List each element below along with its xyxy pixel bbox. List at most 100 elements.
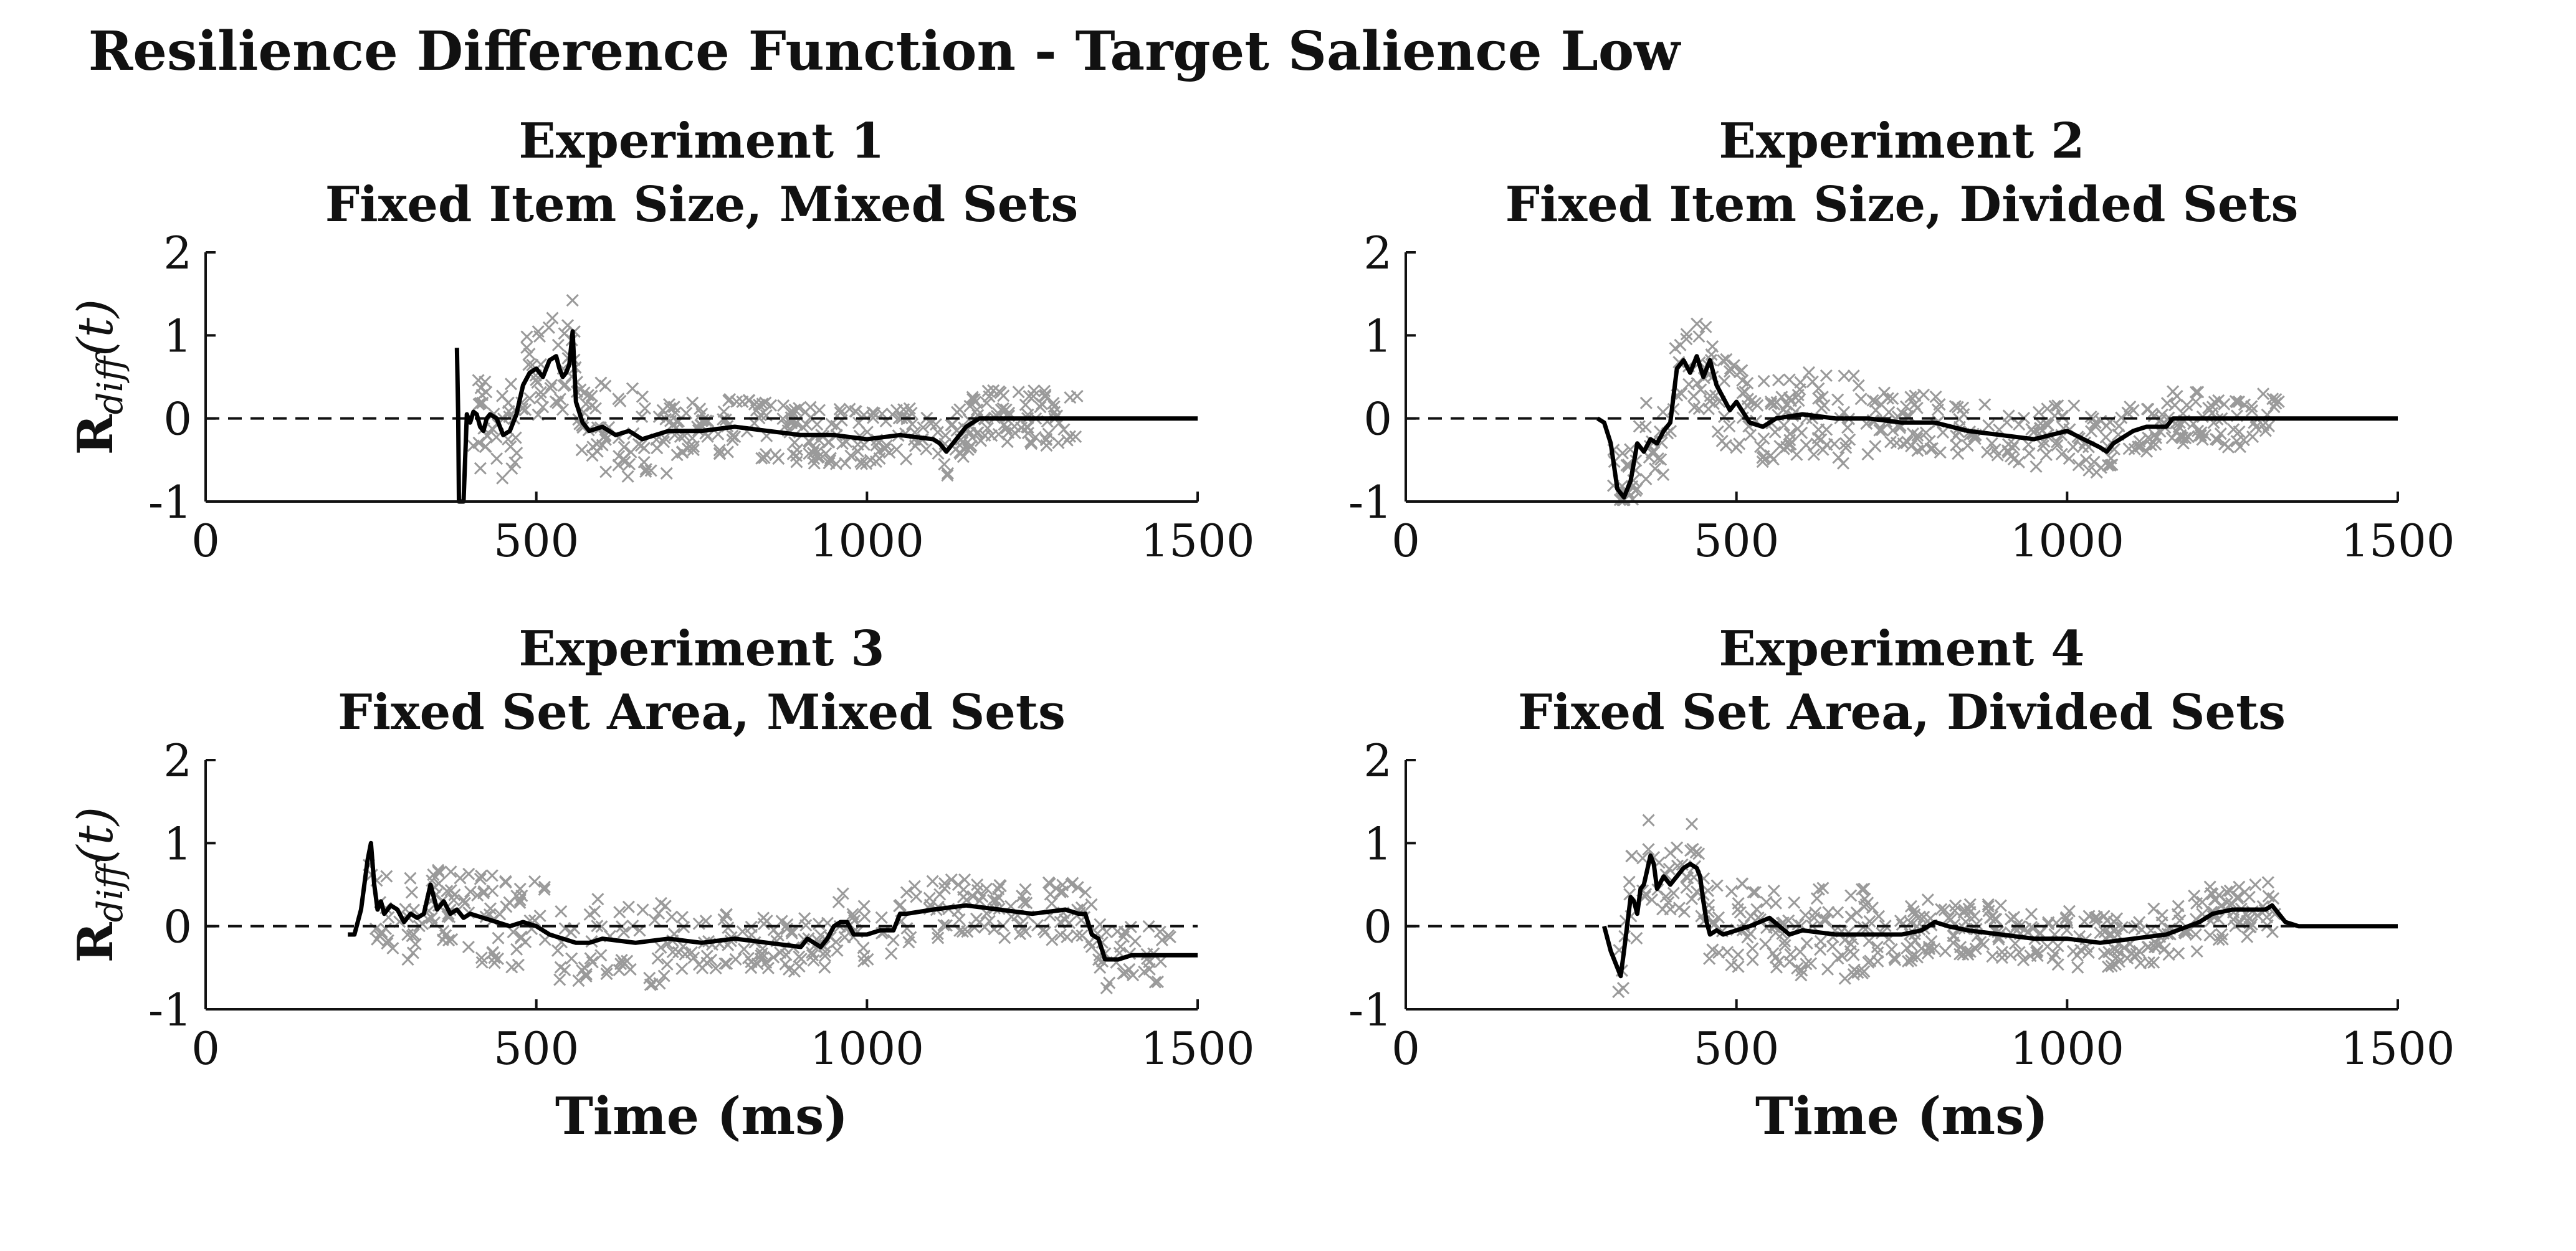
scatter-point xyxy=(1859,898,1872,911)
scatter-point xyxy=(594,949,608,962)
scatter-point xyxy=(1071,389,1084,402)
scatter-point xyxy=(617,926,631,939)
scatter-point xyxy=(1019,398,1032,411)
scatter-point xyxy=(551,338,565,351)
scatter-point xyxy=(636,390,649,403)
scatter-point xyxy=(532,408,545,421)
scatter-point xyxy=(1957,948,1970,961)
scatter-point xyxy=(1799,909,1812,922)
scatter-point xyxy=(1014,917,1027,931)
scatter-point xyxy=(2030,946,2043,959)
scatter-point xyxy=(666,945,679,958)
scatter-point xyxy=(486,946,499,959)
scatter-point xyxy=(475,951,488,964)
scatter-point xyxy=(1888,951,1901,964)
scatter-point xyxy=(600,967,613,981)
scatter-point xyxy=(2140,445,2154,458)
scatter-point xyxy=(1692,330,1705,343)
scatter-point xyxy=(2008,937,2022,950)
scatter-point xyxy=(1817,913,1830,926)
scatter-point xyxy=(1744,910,1757,923)
scatter-point xyxy=(578,961,591,974)
scatter-point xyxy=(929,418,942,431)
scatter-point xyxy=(1630,482,1644,495)
scatter-point xyxy=(861,953,874,966)
scatter-point xyxy=(1686,842,1699,855)
scatter-point xyxy=(857,900,871,913)
scatter-point xyxy=(2249,878,2262,892)
scatter-point xyxy=(665,910,679,923)
scatter-point xyxy=(1657,468,1670,481)
scatter-point xyxy=(1019,883,1032,896)
scatter-point xyxy=(759,396,772,409)
panel-4: Experiment 4 Fixed Set Area, Divided Sets… xyxy=(1348,621,2455,1146)
scatter-point xyxy=(1852,379,1865,392)
scatter-point xyxy=(513,896,527,909)
scatter-point xyxy=(2158,942,2171,956)
scatter-point xyxy=(1724,362,1737,375)
scatter-point xyxy=(2085,425,2098,438)
scatter-point xyxy=(2002,445,2015,459)
scatter-point xyxy=(1765,397,1778,411)
scatter-point xyxy=(2048,399,2061,412)
x-tick-label: 1000 xyxy=(2010,1022,2124,1075)
scatter-point xyxy=(1788,896,1801,909)
scatter-point xyxy=(2087,455,2101,469)
scatter-point xyxy=(1757,450,1770,463)
scatter-point xyxy=(500,900,513,913)
scatter-point xyxy=(786,447,799,460)
scatter-point xyxy=(1692,847,1705,860)
scatter-point xyxy=(2216,933,2229,946)
scatter-point xyxy=(1782,914,1795,927)
scatter-point xyxy=(1639,421,1653,434)
scatter-point xyxy=(846,911,860,924)
scatter-point xyxy=(1767,884,1780,898)
scatter-point xyxy=(2133,435,2146,448)
scatter-point xyxy=(1795,426,1808,439)
scatter-point xyxy=(618,440,631,454)
scatter-point xyxy=(1899,400,1913,413)
scatter-point xyxy=(1820,913,1833,926)
y-tick-label: -1 xyxy=(148,984,192,1036)
scatter-point xyxy=(728,430,742,444)
y-tick-label: -1 xyxy=(148,476,192,528)
scatter-point xyxy=(823,454,837,467)
scatter-point xyxy=(1816,882,1829,895)
scatter-point xyxy=(2074,943,2087,957)
scatter-point xyxy=(1978,398,1992,411)
scatter-point xyxy=(1625,849,1638,862)
scatter-point xyxy=(474,462,487,475)
scatter-point xyxy=(1747,885,1760,899)
scatter-point xyxy=(1925,935,1938,948)
scatter-point xyxy=(2063,452,2076,465)
scatter-point xyxy=(1831,906,1844,919)
scatter-point xyxy=(486,884,499,897)
scatter-point xyxy=(1034,401,1047,414)
scatter-point xyxy=(2115,411,2128,424)
scatter-point xyxy=(950,406,964,419)
scatter-point xyxy=(998,931,1011,944)
scatter-point xyxy=(686,396,699,409)
scatter-point xyxy=(1702,402,1715,416)
scatter-point xyxy=(720,957,733,970)
scatter-point xyxy=(1951,401,1964,414)
scatter-point xyxy=(980,882,993,895)
scatter-point xyxy=(513,893,527,906)
mean-difference-line xyxy=(454,329,1198,504)
scatter-point xyxy=(622,900,635,913)
scatter-point xyxy=(1921,893,1934,906)
scatter-point xyxy=(1711,425,1724,438)
panel-title-line1: Experiment 1 xyxy=(518,113,884,169)
scatter-point xyxy=(2190,897,2203,910)
scatter-point xyxy=(1748,396,1762,410)
scatter-point xyxy=(1793,945,1807,958)
scatter-point xyxy=(675,911,689,924)
scatter-point xyxy=(578,386,591,399)
scatter-point xyxy=(1939,944,1952,958)
scatter-point xyxy=(952,878,965,892)
scatter-point xyxy=(1809,906,1822,920)
scatter-point xyxy=(1844,889,1858,902)
y-tick-label: 2 xyxy=(163,227,192,279)
scatter-point xyxy=(638,402,652,415)
figure-title: Resilience Difference Function - Target … xyxy=(88,20,1681,83)
